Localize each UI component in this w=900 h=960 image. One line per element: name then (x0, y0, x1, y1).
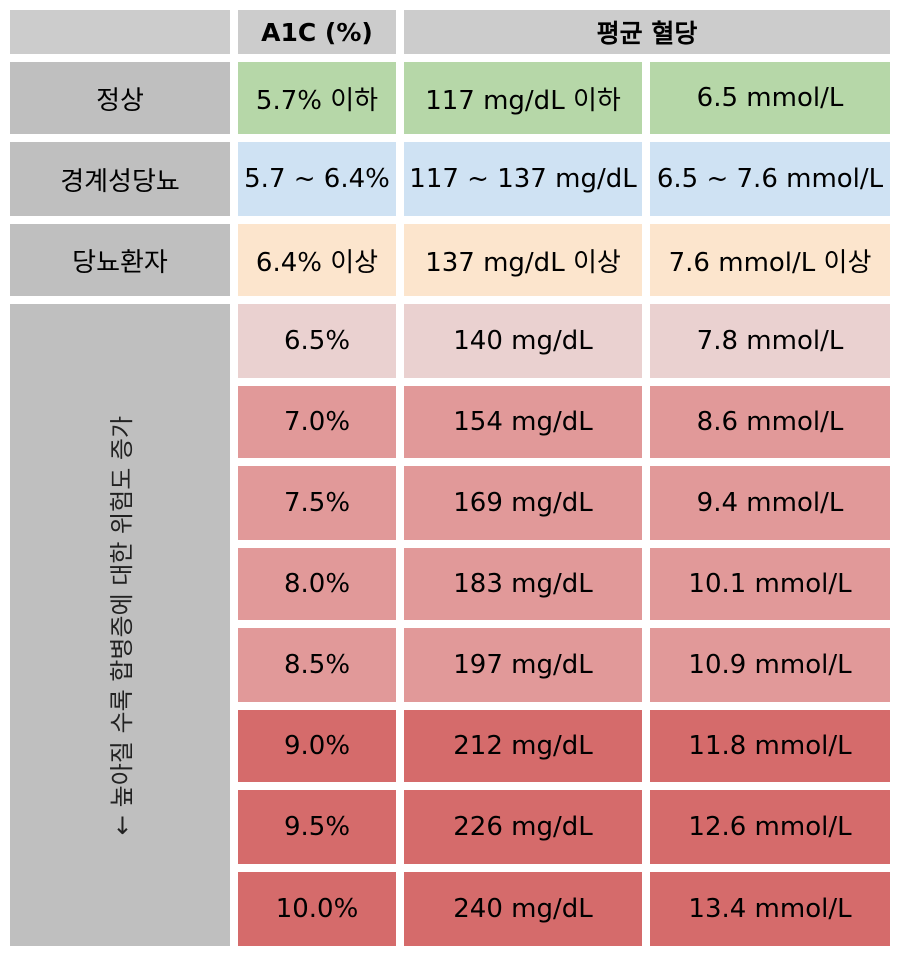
risk-row-mgdl: 197 mg/dL (404, 628, 642, 702)
risk-row-mgdl: 226 mg/dL (404, 790, 642, 864)
risk-row-a1c: 8.5% (238, 628, 396, 702)
risk-row-mgdl: 169 mg/dL (404, 466, 642, 540)
risk-row-mmol: 11.8 mmol/L (650, 710, 890, 782)
prediabetes-mmol: 6.5 ~ 7.6 mmol/L (650, 142, 890, 216)
risk-row-mmol: 13.4 mmol/L (650, 872, 890, 946)
risk-row-mmol: 10.1 mmol/L (650, 548, 890, 620)
prediabetes-a1c: 5.7 ~ 6.4% (238, 142, 396, 216)
risk-row-a1c: 10.0% (238, 872, 396, 946)
header-average-glucose: 평균 혈당 (404, 10, 890, 54)
risk-row-mmol: 8.6 mmol/L (650, 386, 890, 458)
diabetes-a1c: 6.4% 이상 (238, 224, 396, 296)
risk-row-mmol: 12.6 mmol/L (650, 790, 890, 864)
diabetes-mmol: 7.6 mmol/L 이상 (650, 224, 890, 296)
risk-row-mgdl: 140 mg/dL (404, 304, 642, 378)
risk-row-a1c: 9.0% (238, 710, 396, 782)
risk-row-mmol: 7.8 mmol/L (650, 304, 890, 378)
risk-row-a1c: 6.5% (238, 304, 396, 378)
risk-row-mgdl: 212 mg/dL (404, 710, 642, 782)
risk-row-mgdl: 183 mg/dL (404, 548, 642, 620)
category-label-prediabetes: 경계성당뇨 (10, 142, 230, 216)
category-label-diabetes: 당뇨환자 (10, 224, 230, 296)
diabetes-mgdl: 137 mg/dL 이상 (404, 224, 642, 296)
risk-row-a1c: 7.0% (238, 386, 396, 458)
risk-row-mgdl: 240 mg/dL (404, 872, 642, 946)
risk-row-a1c: 9.5% (238, 790, 396, 864)
risk-row-a1c: 8.0% (238, 548, 396, 620)
normal-mmol: 6.5 mmol/L (650, 62, 890, 134)
risk-row-a1c: 7.5% (238, 466, 396, 540)
header-corner (10, 10, 230, 54)
category-label-normal: 정상 (10, 62, 230, 134)
normal-mgdl: 117 mg/dL 이하 (404, 62, 642, 134)
risk-vertical-label: ← 높아질 수록 합병증에 대한 위험도 증가 (10, 304, 230, 946)
risk-row-mmol: 10.9 mmol/L (650, 628, 890, 702)
normal-a1c: 5.7% 이하 (238, 62, 396, 134)
risk-label-text: ← 높아질 수록 합병증에 대한 위험도 증가 (108, 415, 137, 835)
prediabetes-mgdl: 117 ~ 137 mg/dL (404, 142, 642, 216)
header-a1c: A1C (%) (238, 10, 396, 54)
risk-row-mgdl: 154 mg/dL (404, 386, 642, 458)
risk-row-mmol: 9.4 mmol/L (650, 466, 890, 540)
